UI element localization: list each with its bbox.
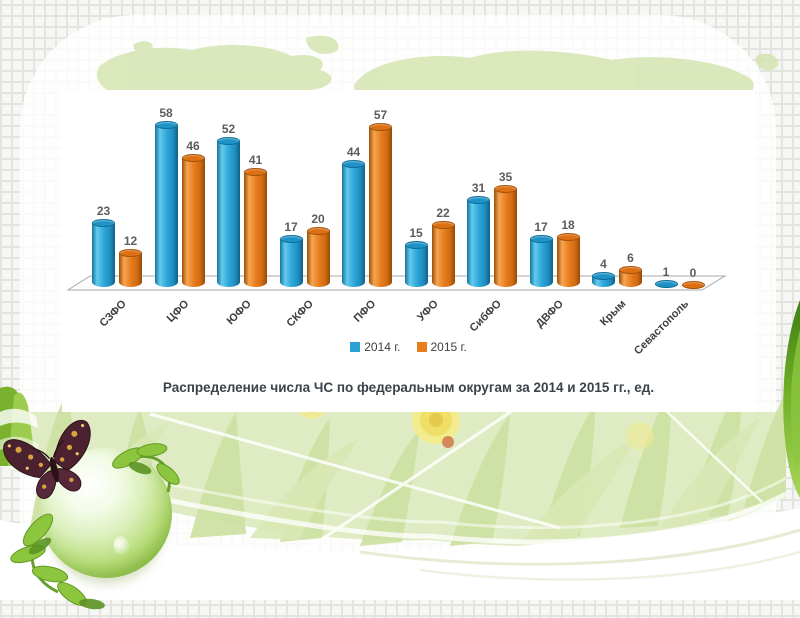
value-label: 15 bbox=[409, 226, 423, 240]
value-label: 20 bbox=[311, 212, 325, 226]
value-label: 17 bbox=[284, 220, 298, 235]
value-label: 1 bbox=[662, 265, 670, 280]
legend-item: 2015 г. bbox=[416, 340, 467, 354]
value-label: 12 bbox=[123, 234, 138, 249]
value-label: 4 bbox=[600, 256, 607, 271]
legend-item: 2014 г. bbox=[350, 340, 401, 354]
x-axis-label: Крым bbox=[598, 298, 629, 329]
leaves-icon bbox=[10, 443, 180, 610]
legend-label: 2015 г. bbox=[430, 340, 467, 354]
bar-2014-ЮФО bbox=[217, 137, 240, 287]
chart-title: Распределение числа ЧС по федеральным ок… bbox=[162, 380, 655, 395]
value-label: 31 bbox=[471, 181, 486, 196]
bar-2015-Севастополь bbox=[681, 281, 705, 289]
value-label: 0 bbox=[689, 266, 697, 280]
bar-2015-СибФО bbox=[494, 185, 517, 287]
value-label: 52 bbox=[221, 122, 236, 137]
x-axis-label: ДВФО bbox=[533, 298, 566, 331]
value-label: 41 bbox=[248, 153, 263, 168]
bar-2014-УФО bbox=[404, 241, 428, 287]
bar-2015-ЮФО bbox=[244, 168, 267, 287]
value-label: 44 bbox=[346, 144, 361, 159]
legend-swatch-icon bbox=[350, 342, 361, 352]
value-label: 35 bbox=[498, 170, 513, 184]
bar-2014-СибФО bbox=[467, 196, 490, 287]
x-axis-label: СибФО bbox=[467, 298, 504, 335]
value-label: 57 bbox=[373, 108, 388, 123]
butterfly-icon bbox=[3, 419, 91, 499]
x-axis-label: ПФО bbox=[351, 298, 379, 325]
bar-2015-ДВФО bbox=[556, 232, 580, 287]
bar-2015-Крым bbox=[619, 266, 642, 287]
slide: { "chart_data": { "type": "bar", "style"… bbox=[0, 0, 800, 600]
value-label: 17 bbox=[534, 220, 548, 235]
bar-2015-СЗФО bbox=[119, 249, 142, 287]
value-label: 22 bbox=[436, 206, 450, 221]
x-axis-label: УФО bbox=[415, 298, 441, 324]
grass-right-edge-icon bbox=[783, 300, 800, 498]
value-label: 18 bbox=[561, 217, 575, 232]
legend-swatch-icon bbox=[416, 342, 427, 352]
chart-legend: 2014 г. 2015 г. bbox=[62, 340, 755, 354]
legend-label: 2014 г. bbox=[364, 340, 401, 354]
x-axis-label: ЦФО bbox=[164, 298, 191, 325]
bar-2015-ПФО bbox=[369, 123, 392, 287]
bar-2014-Севастополь bbox=[654, 280, 678, 289]
bar-2014-СЗФО bbox=[92, 218, 115, 287]
plot-area: 23 12 СЗФО 58 46 ЦФО 52 41 ЮФО 17 20 СКФО 44 57 ПФО 15 2… bbox=[62, 90, 755, 412]
x-axis-label: СКФО bbox=[284, 298, 316, 330]
x-axis-label: СЗФО bbox=[97, 298, 129, 330]
bar-2014-ПФО bbox=[342, 159, 365, 287]
value-label: 6 bbox=[627, 251, 634, 266]
x-axis-label: ЮФО bbox=[224, 298, 254, 328]
bar-2014-Крым bbox=[592, 271, 615, 287]
bar-2015-УФО bbox=[431, 221, 455, 287]
value-label: 58 bbox=[159, 105, 173, 120]
chart-panel: 23 12 СЗФО 58 46 ЦФО 52 41 ЮФО 17 20 СКФО 44 57 ПФО 15 2… bbox=[62, 90, 755, 412]
bar-2014-ЦФО bbox=[154, 120, 178, 287]
value-label: 46 bbox=[186, 139, 200, 154]
bar-2015-СКФО bbox=[306, 227, 330, 287]
bar-2014-ДВФО bbox=[529, 235, 553, 287]
value-label: 23 bbox=[96, 203, 111, 218]
bottom-wave-icon bbox=[0, 508, 800, 600]
bar-2015-ЦФО bbox=[181, 154, 205, 287]
bar-2014-СКФО bbox=[279, 235, 303, 287]
